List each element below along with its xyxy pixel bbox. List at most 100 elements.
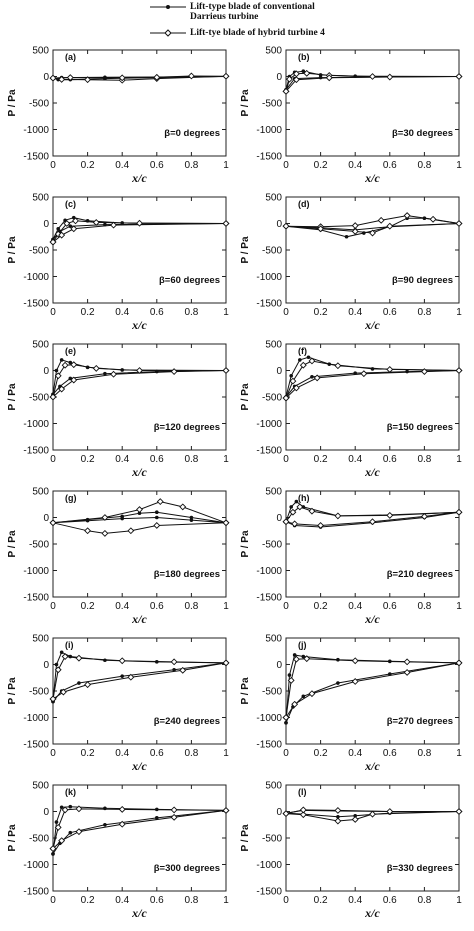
data-point-hybrid — [75, 654, 83, 662]
data-point-hybrid — [292, 655, 300, 663]
x-tick-label: 0.2 — [81, 454, 95, 465]
y-tick-label: 500 — [265, 781, 282, 792]
y-tick-label: 500 — [265, 634, 282, 645]
data-point-hybrid — [118, 657, 126, 665]
data-point-hybrid — [377, 216, 385, 224]
data-point-hybrid — [59, 688, 67, 696]
x-tick-label: 0 — [50, 160, 56, 171]
data-point-hybrid — [118, 820, 126, 828]
x-tick-label: 0.8 — [184, 748, 198, 759]
data-point-conventional — [301, 69, 306, 73]
y-axis-label: P / Pa — [7, 530, 18, 557]
y-axis-label: P / Pa — [7, 236, 18, 263]
y-tick-label: -1500 — [23, 446, 49, 457]
data-point-hybrid — [455, 508, 463, 516]
data-point-hybrid — [289, 377, 297, 385]
data-point-conventional — [51, 852, 55, 856]
data-point-hybrid — [222, 659, 230, 667]
data-point-hybrid — [61, 653, 69, 660]
x-tick-label: 0.4 — [348, 160, 362, 171]
x-tick-label: 0.6 — [150, 601, 164, 612]
data-point-hybrid — [282, 87, 290, 95]
panel-label: (b) — [298, 52, 310, 62]
y-tick-label: -1000 — [256, 713, 282, 724]
data-point-hybrid — [360, 370, 368, 378]
x-tick-label: 0.8 — [417, 160, 431, 171]
data-point-hybrid — [282, 394, 290, 402]
data-point-conventional — [103, 371, 107, 376]
data-point-hybrid — [153, 522, 161, 529]
x-tick-label: 0.6 — [150, 160, 164, 171]
x-tick-label: 0.8 — [417, 748, 431, 759]
data-point-conventional — [289, 505, 293, 509]
x-tick-label: 0.4 — [348, 307, 362, 318]
data-point-conventional — [56, 227, 60, 231]
x-tick-label: 0.4 — [115, 895, 129, 906]
y-tick-label: 0 — [276, 219, 282, 230]
data-point-hybrid — [455, 808, 463, 815]
y-tick-label: -1500 — [256, 152, 282, 163]
data-point-hybrid — [286, 75, 293, 83]
series-line-hybrid — [285, 809, 460, 822]
data-point-hybrid — [403, 212, 411, 219]
data-point-conventional — [294, 499, 299, 504]
data-point-conventional — [68, 830, 73, 835]
data-point-hybrid — [351, 657, 359, 665]
y-tick-label: 0 — [43, 366, 49, 377]
x-tick-label: 0.2 — [314, 895, 328, 906]
x-axis-label: x/c — [364, 612, 380, 626]
y-axis-label: P / Pa — [7, 677, 18, 704]
beta-annotation: β=270 degrees — [387, 716, 453, 727]
data-point-conventional — [310, 375, 314, 379]
x-tick-label: 0.6 — [383, 454, 397, 465]
data-point-hybrid — [54, 372, 62, 380]
y-tick-label: -1500 — [23, 593, 49, 604]
data-point-conventional — [336, 681, 340, 685]
data-point-conventional — [301, 654, 306, 659]
y-tick-label: 500 — [32, 634, 49, 645]
panel-label: (e) — [65, 346, 76, 356]
data-point-hybrid — [58, 75, 66, 83]
data-point-hybrid — [61, 361, 69, 369]
data-point-hybrid — [299, 806, 307, 814]
data-point-conventional — [155, 515, 159, 520]
data-point-hybrid — [303, 655, 311, 663]
x-tick-label: 0.8 — [417, 895, 431, 906]
x-tick-label: 0.2 — [314, 160, 328, 171]
y-tick-label: -1000 — [256, 566, 282, 577]
data-point-hybrid — [351, 222, 359, 230]
x-tick-label: 0.4 — [115, 307, 129, 318]
panel-label: (c) — [65, 199, 76, 209]
x-axis-label: x/c — [131, 906, 147, 920]
y-tick-label: -1000 — [256, 125, 282, 136]
data-point-hybrid — [49, 238, 57, 246]
y-tick-label: 500 — [265, 46, 282, 57]
beta-annotation: β=180 degrees — [154, 569, 220, 580]
x-tick-label: 0.4 — [348, 895, 362, 906]
panel-label: (j) — [298, 640, 307, 650]
y-tick-label: -1500 — [256, 593, 282, 604]
plot-frame — [52, 49, 227, 157]
panel-label: (h) — [298, 493, 310, 503]
data-point-hybrid — [455, 220, 463, 227]
y-tick-label: -500 — [262, 393, 282, 404]
data-point-hybrid — [282, 714, 290, 721]
y-tick-label: -500 — [29, 99, 49, 110]
data-point-hybrid — [222, 72, 230, 80]
x-tick-label: 0 — [283, 307, 289, 318]
data-point-hybrid — [136, 506, 143, 513]
beta-annotation: β=240 degrees — [154, 716, 220, 727]
y-tick-label: 500 — [265, 487, 282, 498]
x-tick-label: 0.4 — [348, 748, 362, 759]
data-point-hybrid — [187, 72, 195, 80]
x-tick-label: 1 — [223, 307, 229, 318]
plot-frame — [52, 196, 227, 304]
data-point-hybrid — [110, 221, 117, 229]
data-point-hybrid — [84, 76, 92, 84]
y-axis-label: P / Pa — [7, 824, 18, 851]
data-point-conventional — [155, 510, 159, 514]
